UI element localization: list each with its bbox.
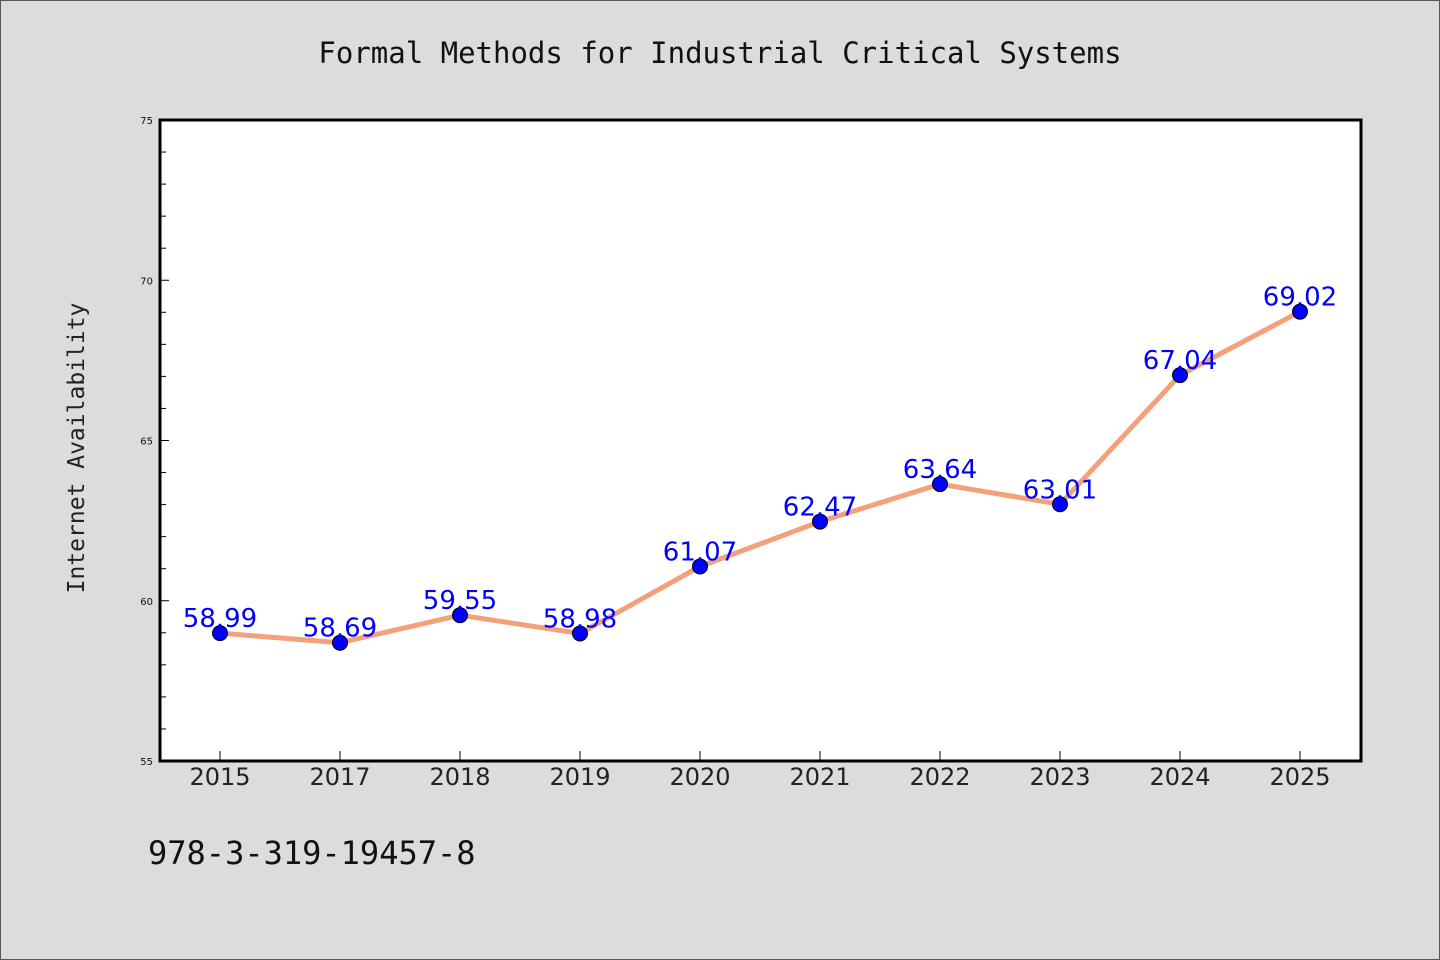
data-point bbox=[932, 476, 948, 493]
x-tick-label: 2018 bbox=[429, 763, 490, 791]
chart-title: Formal Methods for Industrial Critical S… bbox=[318, 36, 1121, 70]
data-point bbox=[692, 558, 708, 575]
footer-code: 978-3-319-19457-8 bbox=[148, 834, 476, 872]
data-label: 58.69 bbox=[303, 614, 377, 644]
data-point bbox=[1052, 496, 1068, 513]
y-axis-label: Internet Availability bbox=[64, 303, 90, 594]
data-label: 63.64 bbox=[903, 455, 977, 485]
x-tick-label: 2024 bbox=[1149, 763, 1210, 791]
x-tick-label: 2023 bbox=[1029, 763, 1090, 791]
x-tick-label: 2022 bbox=[909, 763, 970, 791]
plot-area bbox=[158, 118, 1363, 763]
data-label: 69.02 bbox=[1263, 283, 1337, 313]
data-label: 62.47 bbox=[783, 493, 857, 523]
y-axis-ticks: 55 60 65 70 75 bbox=[140, 116, 169, 768]
data-point bbox=[332, 634, 348, 651]
data-point bbox=[212, 625, 228, 642]
data-point bbox=[1292, 303, 1308, 320]
y-tick-label: 55 bbox=[140, 757, 153, 768]
x-tick-label: 2019 bbox=[549, 763, 610, 791]
series-line bbox=[217, 309, 1303, 646]
y-tick-label: 60 bbox=[140, 597, 153, 608]
data-point bbox=[812, 513, 828, 530]
data-label: 67.04 bbox=[1143, 346, 1217, 376]
x-tick-label: 2020 bbox=[669, 763, 730, 791]
y-tick-label: 65 bbox=[140, 437, 153, 448]
data-label: 63.01 bbox=[1023, 475, 1097, 505]
x-tick-label: 2025 bbox=[1269, 763, 1330, 791]
x-tick-label: 2021 bbox=[789, 763, 850, 791]
data-label: 59.55 bbox=[423, 586, 497, 616]
data-point bbox=[572, 625, 588, 642]
x-tick-label: 2015 bbox=[189, 763, 250, 791]
y-tick-label: 70 bbox=[140, 276, 153, 287]
y-tick-label: 75 bbox=[140, 116, 153, 127]
data-label: 58.98 bbox=[543, 604, 617, 634]
series-line-group: 58.99 58.69 59.55 58.98 61.07 62.47 63.64 63.01… bbox=[183, 283, 1337, 651]
data-label: 58.99 bbox=[183, 604, 257, 634]
data-label: 61.07 bbox=[663, 537, 737, 567]
x-axis-ticks: 2015 2017 2018 2019 2020 2021 2022 2023 2024 2025 bbox=[189, 751, 1331, 791]
data-point bbox=[1172, 367, 1188, 384]
data-point bbox=[452, 607, 468, 624]
x-tick-label: 2017 bbox=[309, 763, 370, 791]
